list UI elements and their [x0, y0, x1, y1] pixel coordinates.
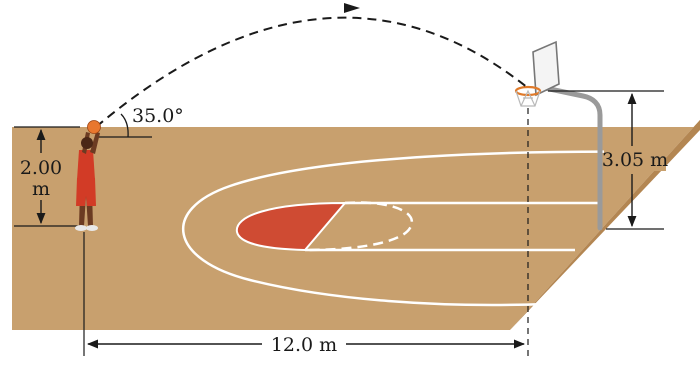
painted-key — [235, 201, 348, 252]
rim-height-dimension — [548, 90, 664, 230]
hoop-support-pole — [542, 85, 603, 231]
rim-height-label-bg — [604, 147, 666, 171]
court-right-edge — [510, 120, 700, 330]
trajectory-direction-arrow — [344, 3, 360, 13]
angle-arc — [120, 113, 129, 138]
basketball-player-icon — [75, 132, 100, 231]
free-throw-circle-dashed — [304, 201, 414, 252]
release-height-value: 2.00 — [20, 157, 62, 179]
ball-trajectory — [95, 16, 529, 128]
horizontal-distance-label: 12.0 m — [271, 334, 337, 356]
backboard — [532, 40, 560, 97]
net — [515, 89, 541, 107]
basketball-hoop-icon — [514, 40, 603, 231]
launch-angle-label: 35.0° — [132, 105, 184, 127]
basketball-icon — [87, 120, 101, 134]
release-height-dimension — [14, 126, 80, 227]
three-point-arc — [182, 150, 667, 307]
court-lines — [182, 150, 667, 307]
release-height-unit: m — [32, 178, 50, 200]
rim-height-label: 3.05 m — [602, 149, 668, 171]
